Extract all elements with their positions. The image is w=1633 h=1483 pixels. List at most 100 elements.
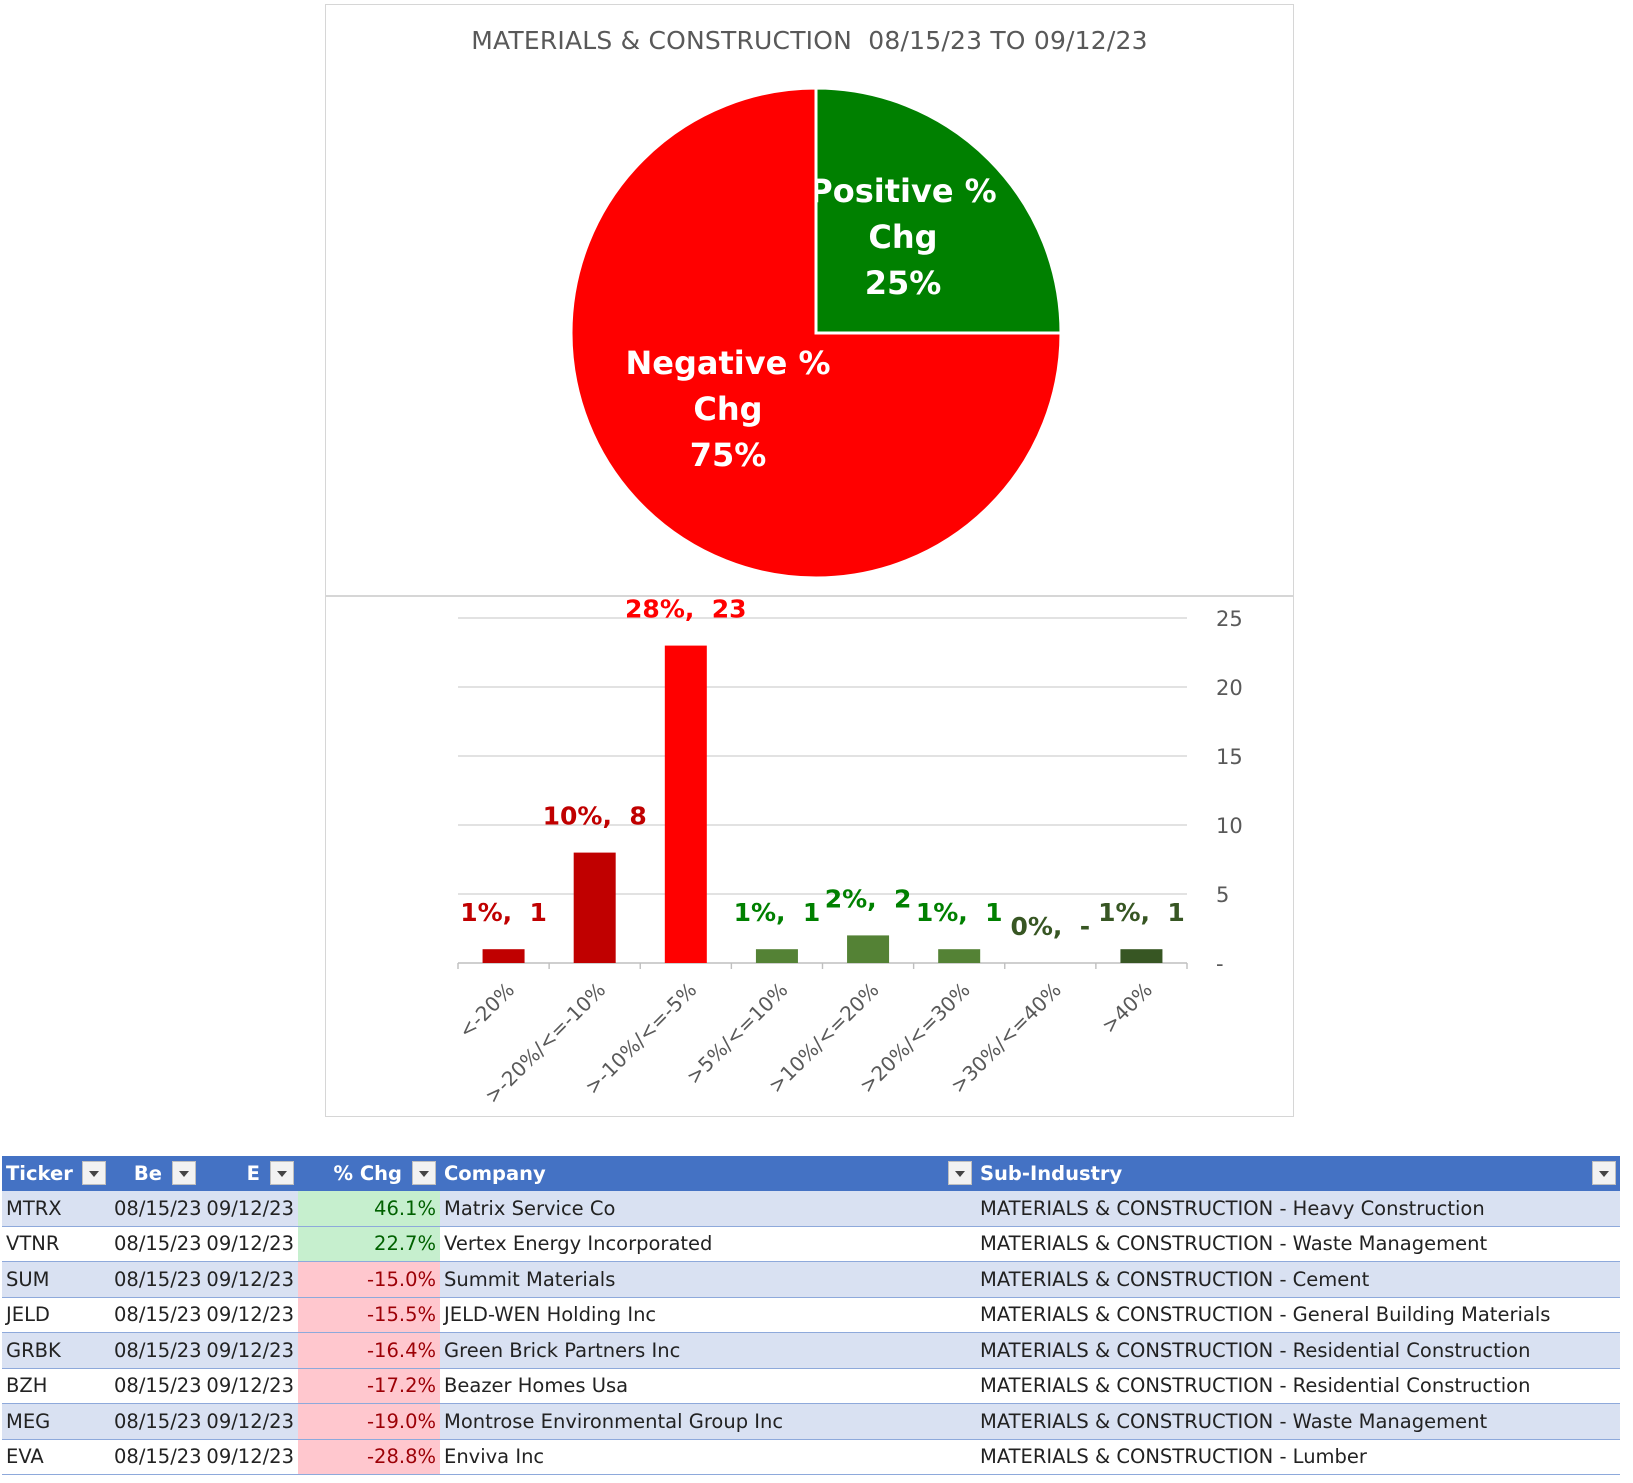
bar-data-label: 10%, 8 [543,802,647,831]
cell-ticker[interactable]: GRBK [2,1332,110,1369]
cell-ticker[interactable]: VTNR [2,1226,110,1262]
pie-label-name-line2: Chg [868,218,937,256]
bar-data-label: 1%, 1 [916,898,1003,927]
cell-sub-industry[interactable]: MATERIALS & CONSTRUCTION - Residential C… [976,1368,1620,1404]
pie-label-percent: 25% [865,264,942,302]
cell-sub-industry[interactable]: MATERIALS & CONSTRUCTION - Lumber [976,1439,1620,1475]
cell-sub-industry[interactable]: MATERIALS & CONSTRUCTION - Heavy Constru… [976,1191,1620,1227]
cell-sub-industry[interactable]: MATERIALS & CONSTRUCTION - General Build… [976,1297,1620,1333]
pie-label-percent: 75% [690,436,767,474]
bar-data-label: 1%, 1 [1098,898,1185,927]
cell-end-date[interactable]: 09/12/23 [200,1297,298,1333]
header-label: Sub-Industry [980,1162,1123,1185]
table-row[interactable]: MTRX 08/15/23 09/12/23 46.1% Matrix Service … [2,1191,1620,1227]
filter-dropdown-icon[interactable] [82,1161,106,1185]
cell-company[interactable]: Vertex Energy Incorporated [440,1226,976,1262]
cell-pct-chg[interactable]: -17.2% [298,1368,440,1404]
chart-title: MATERIALS & CONSTRUCTION 08/15/23 TO 09/… [471,26,1148,55]
cell-ticker[interactable]: JELD [2,1297,110,1333]
cell-end-date[interactable]: 09/12/23 [200,1403,298,1440]
y-tick-label: 10 [1216,814,1243,838]
pie-label-name: Positive % [809,172,996,210]
filter-dropdown-icon[interactable] [270,1161,294,1185]
cell-company[interactable]: Enviva Inc [440,1439,976,1475]
cell-company[interactable]: Green Brick Partners Inc [440,1332,976,1369]
bar-data-label: 0%, - [1010,912,1090,941]
bar [755,949,798,963]
header-label: Be [133,1162,162,1185]
cell-company[interactable]: Beazer Homes Usa [440,1368,976,1404]
bar [1120,949,1163,963]
cell-begin-date[interactable]: 08/15/23 [110,1332,200,1369]
cell-company[interactable]: Matrix Service Co [440,1191,976,1227]
bar [938,949,981,963]
cell-end-date[interactable]: 09/12/23 [200,1261,298,1298]
y-tick-label: 5 [1216,883,1229,907]
cell-pct-chg[interactable]: -19.0% [298,1403,440,1440]
header-label: Company [444,1162,546,1185]
table-row[interactable]: GRBK 08/15/23 09/12/23 -16.4% Green Brick Pa… [2,1332,1620,1369]
pie-slice-0 [814,86,1063,335]
cell-ticker[interactable]: SUM [2,1261,110,1298]
table-row[interactable]: EVA 08/15/23 09/12/23 -28.8% Enviva Inc MATER… [2,1439,1620,1475]
cell-begin-date[interactable]: 08/15/23 [110,1297,200,1333]
cell-pct-chg[interactable]: -15.0% [298,1261,440,1298]
cell-sub-industry[interactable]: MATERIALS & CONSTRUCTION - Residential C… [976,1332,1620,1369]
data-table: Ticker Be E % Chg Company Sub-Industry M… [2,1156,1620,1475]
bar [847,935,890,963]
filter-dropdown-icon[interactable] [172,1161,196,1185]
y-tick-label: 20 [1216,676,1243,700]
pie-label-name: Negative % [625,344,830,382]
cell-end-date[interactable]: 09/12/23 [200,1439,298,1475]
cell-end-date[interactable]: 09/12/23 [200,1332,298,1369]
header-pct-chg[interactable]: % Chg [298,1156,440,1191]
header-ticker[interactable]: Ticker [2,1156,110,1191]
cell-begin-date[interactable]: 08/15/23 [110,1403,200,1440]
cell-begin-date[interactable]: 08/15/23 [110,1439,200,1475]
bar-data-label: 2%, 2 [825,884,912,913]
cell-begin-date[interactable]: 08/15/23 [110,1368,200,1404]
cell-pct-chg[interactable]: -15.5% [298,1297,440,1333]
cell-pct-chg[interactable]: -28.8% [298,1439,440,1475]
filter-dropdown-icon[interactable] [948,1161,972,1185]
header-label: Ticker [6,1162,73,1185]
table-row[interactable]: JELD 08/15/23 09/12/23 -15.5% JELD-WEN Holdi… [2,1297,1620,1333]
cell-ticker[interactable]: EVA [2,1439,110,1475]
table-row[interactable]: SUM 08/15/23 09/12/23 -15.0% Summit Material… [2,1261,1620,1298]
table-row[interactable]: MEG 08/15/23 09/12/23 -19.0% Montrose Enviro… [2,1403,1620,1440]
cell-begin-date[interactable]: 08/15/23 [110,1191,200,1227]
cell-begin-date[interactable]: 08/15/23 [110,1226,200,1262]
cell-pct-chg[interactable]: -16.4% [298,1332,440,1369]
cell-ticker[interactable]: MTRX [2,1191,110,1227]
pie-chart: Positive % Chg 25% Negative % Chg 75% [569,86,1063,580]
cell-end-date[interactable]: 09/12/23 [200,1191,298,1227]
filter-dropdown-icon[interactable] [412,1161,436,1185]
table-header-row: Ticker Be E % Chg Company Sub-Industry [2,1156,1620,1191]
header-sub-industry[interactable]: Sub-Industry [976,1156,1620,1191]
table-row[interactable]: VTNR 08/15/23 09/12/23 22.7% Vertex Energy I… [2,1226,1620,1262]
cell-company[interactable]: JELD-WEN Holding Inc [440,1297,976,1333]
cell-sub-industry[interactable]: MATERIALS & CONSTRUCTION - Waste Managem… [976,1226,1620,1262]
table-row[interactable]: BZH 08/15/23 09/12/23 -17.2% Beazer Homes Us… [2,1368,1620,1404]
cell-sub-industry[interactable]: MATERIALS & CONSTRUCTION - Waste Managem… [976,1403,1620,1440]
cell-ticker[interactable]: BZH [2,1368,110,1404]
header-label: % Chg [333,1162,402,1185]
cell-sub-industry[interactable]: MATERIALS & CONSTRUCTION - Cement [976,1261,1620,1298]
bar [573,852,616,963]
header-begin[interactable]: Be [110,1156,200,1191]
cell-ticker[interactable]: MEG [2,1403,110,1440]
y-tick-label: 25 [1216,607,1243,631]
cell-pct-chg[interactable]: 46.1% [298,1191,440,1227]
cell-company[interactable]: Summit Materials [440,1261,976,1298]
cell-company[interactable]: Montrose Environmental Group Inc [440,1403,976,1440]
cell-end-date[interactable]: 09/12/23 [200,1368,298,1404]
header-company[interactable]: Company [440,1156,976,1191]
y-tick-label: - [1216,952,1224,976]
cell-end-date[interactable]: 09/12/23 [200,1226,298,1262]
cell-begin-date[interactable]: 08/15/23 [110,1261,200,1298]
cell-pct-chg[interactable]: 22.7% [298,1226,440,1262]
header-end[interactable]: E [200,1156,298,1191]
filter-dropdown-icon[interactable] [1592,1161,1616,1185]
bar [664,645,707,963]
